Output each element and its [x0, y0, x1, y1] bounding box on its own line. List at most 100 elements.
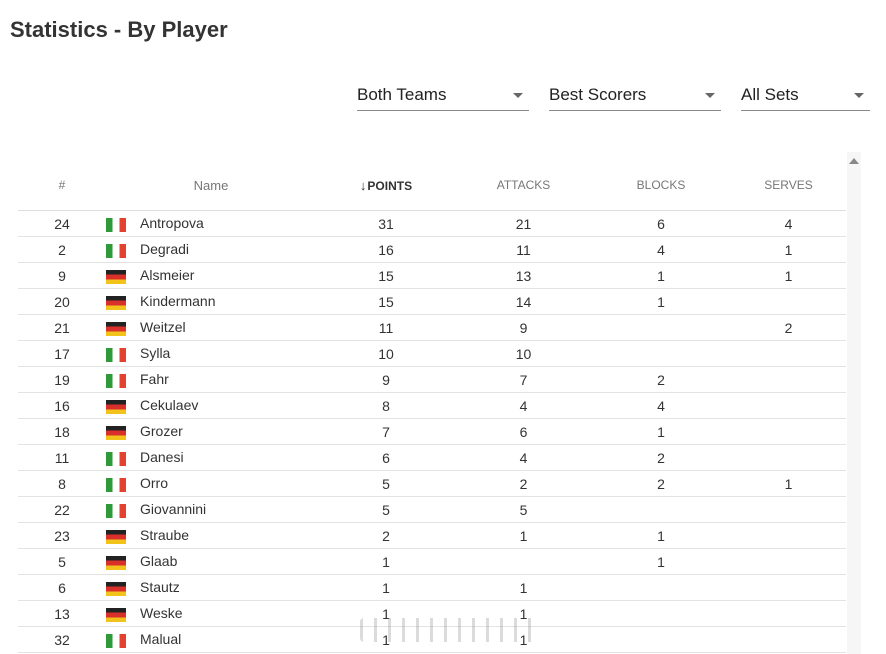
player-attacks: 21: [456, 210, 591, 237]
player-points: 1: [316, 548, 456, 575]
column-header-name[interactable]: Name: [106, 160, 316, 211]
player-serves: 2: [731, 314, 846, 341]
player-number: 19: [18, 366, 106, 393]
player-name: Cekulaev: [140, 397, 199, 414]
table-row[interactable]: 11 Danesi 6 4 2: [18, 444, 846, 471]
player-name: Weitzel: [140, 319, 186, 336]
player-name: Grozer: [140, 423, 183, 440]
category-filter-dropdown[interactable]: Best Scorers: [549, 82, 721, 111]
player-attacks: 10: [456, 340, 591, 367]
column-header-points-label: POINTS: [367, 178, 413, 193]
player-number: 8: [18, 470, 106, 497]
table-row[interactable]: 21 Weitzel 11 9 2: [18, 314, 846, 341]
player-name: Danesi: [140, 449, 184, 466]
player-points: 6: [316, 444, 456, 471]
player-serves: [731, 366, 846, 393]
table-row[interactable]: 32 Malual 1 1: [18, 626, 846, 653]
player-points: 5: [316, 470, 456, 497]
player-blocks: [591, 314, 731, 341]
player-name-cell: Sylla: [106, 340, 316, 367]
player-attacks: 1: [456, 626, 591, 653]
player-name: Antropova: [140, 215, 204, 232]
player-points: 31: [316, 210, 456, 237]
player-serves: [731, 574, 846, 601]
player-attacks: 1: [456, 574, 591, 601]
player-number: 21: [18, 314, 106, 341]
player-serves: [731, 548, 846, 575]
player-name-cell: Antropova: [106, 210, 316, 237]
table-row[interactable]: 20 Kindermann 15 14 1: [18, 288, 846, 315]
player-name: Stautz: [140, 579, 180, 596]
germany-flag-icon: [106, 295, 126, 310]
column-header-number[interactable]: #: [18, 160, 106, 211]
player-points: 8: [316, 392, 456, 419]
table-row[interactable]: 16 Cekulaev 8 4 4: [18, 392, 846, 419]
player-blocks: 1: [591, 288, 731, 315]
player-name: Alsmeier: [140, 267, 195, 284]
player-attacks: 7: [456, 366, 591, 393]
table-row[interactable]: 2 Degradi 16 11 4 1: [18, 236, 846, 263]
player-blocks: [591, 340, 731, 367]
player-number: 5: [18, 548, 106, 575]
player-blocks: 6: [591, 210, 731, 237]
caret-down-icon: [705, 93, 715, 98]
player-number: 9: [18, 262, 106, 289]
player-points: 15: [316, 262, 456, 289]
player-blocks: 4: [591, 236, 731, 263]
table-row[interactable]: 19 Fahr 9 7 2: [18, 366, 846, 393]
table-row[interactable]: 13 Weske 1 1: [18, 600, 846, 627]
vertical-scrollbar[interactable]: [847, 152, 861, 654]
caret-down-icon: [854, 93, 864, 98]
player-attacks: 14: [456, 288, 591, 315]
player-number: 16: [18, 392, 106, 419]
table-row[interactable]: 24 Antropova 31 21 6 4: [18, 210, 846, 237]
player-name: Giovannini: [140, 501, 207, 518]
table-row[interactable]: 6 Stautz 1 1: [18, 574, 846, 601]
scroll-up-arrow-icon[interactable]: [849, 158, 859, 164]
player-number: 23: [18, 522, 106, 549]
table-row[interactable]: 23 Straube 2 1 1: [18, 522, 846, 549]
player-name-cell: Orro: [106, 470, 316, 497]
column-header-attacks[interactable]: ATTACKS: [456, 160, 591, 211]
table-header-row: # Name ↓POINTS ATTACKS BLOCKS SERVES: [18, 160, 846, 211]
table-row[interactable]: 17 Sylla 10 10: [18, 340, 846, 367]
player-number: 20: [18, 288, 106, 315]
player-name-cell: Fahr: [106, 366, 316, 393]
player-name-cell: Grozer: [106, 418, 316, 445]
player-name: Straube: [140, 527, 190, 544]
player-name: Weske: [140, 605, 183, 622]
player-name-cell: Giovannini: [106, 496, 316, 523]
player-number: 13: [18, 600, 106, 627]
player-attacks: 5: [456, 496, 591, 523]
column-header-points[interactable]: ↓POINTS: [316, 160, 456, 211]
player-serves: 1: [731, 236, 846, 263]
team-filter-dropdown[interactable]: Both Teams: [357, 82, 529, 111]
player-name: Malual: [140, 631, 182, 648]
table-row[interactable]: 9 Alsmeier 15 13 1 1: [18, 262, 846, 289]
player-blocks: [591, 496, 731, 523]
player-name-cell: Degradi: [106, 236, 316, 263]
player-serves: 4: [731, 210, 846, 237]
germany-flag-icon: [106, 581, 126, 596]
player-points: 7: [316, 418, 456, 445]
player-number: 17: [18, 340, 106, 367]
table-row[interactable]: 18 Grozer 7 6 1: [18, 418, 846, 445]
player-serves: [731, 600, 846, 627]
player-attacks: 13: [456, 262, 591, 289]
player-serves: [731, 288, 846, 315]
player-attacks: 11: [456, 236, 591, 263]
player-name: Orro: [140, 475, 168, 492]
italy-flag-icon: [106, 451, 126, 466]
table-row[interactable]: 22 Giovannini 5 5: [18, 496, 846, 523]
column-header-serves[interactable]: SERVES: [731, 160, 846, 211]
player-name-cell: Straube: [106, 522, 316, 549]
player-attacks: 6: [456, 418, 591, 445]
set-filter-dropdown[interactable]: All Sets: [741, 82, 870, 111]
player-points: 16: [316, 236, 456, 263]
column-header-blocks[interactable]: BLOCKS: [591, 160, 731, 211]
table-row[interactable]: 5 Glaab 1 1: [18, 548, 846, 575]
player-attacks: 2: [456, 470, 591, 497]
player-name: Kindermann: [140, 293, 216, 310]
table-row[interactable]: 8 Orro 5 2 2 1: [18, 470, 846, 497]
germany-flag-icon: [106, 425, 126, 440]
